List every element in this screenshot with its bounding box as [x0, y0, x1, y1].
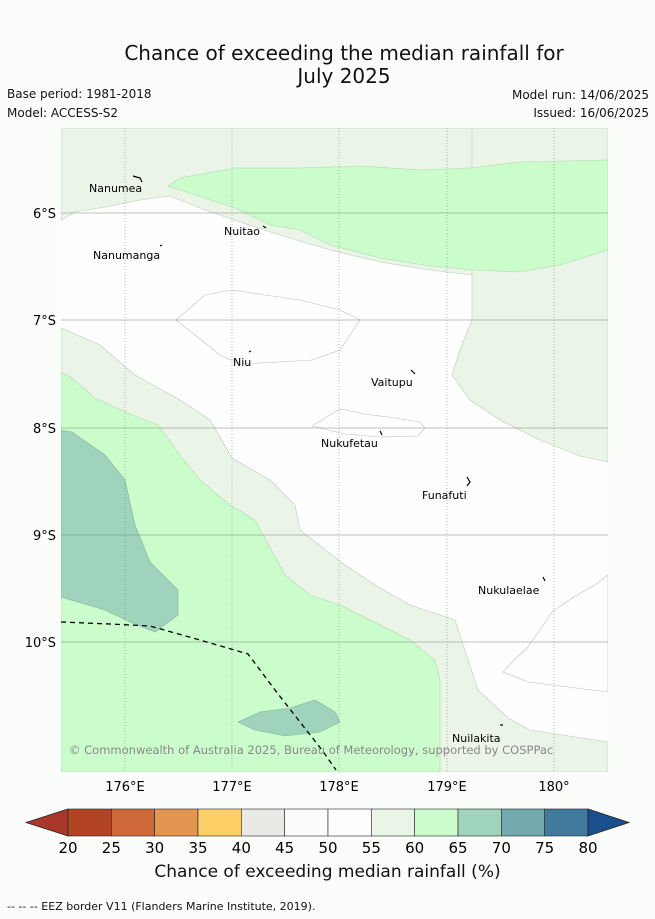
island-funafuti: [466, 476, 471, 487]
colorbar-segment: [371, 808, 415, 837]
base-period: Base period: 1981-2018: [7, 87, 152, 101]
colorbar-tick-label: 20: [58, 839, 77, 857]
lat-label-6s: 6°S: [33, 207, 56, 222]
colorbar-tick-label: 35: [188, 839, 207, 857]
lat-label-7s: 7°S: [33, 314, 56, 329]
place-vaitupu: Vaitupu: [371, 376, 413, 389]
island-niu: [248, 350, 252, 353]
lat-label-10s: 10°S: [25, 636, 56, 651]
contour-50-55-upper: [175, 289, 361, 365]
place-nuilakita: Nuilakita: [452, 732, 501, 745]
contour-50-55-middle: [311, 408, 426, 438]
copyright-notice: © Commonwealth of Australia 2025, Bureau…: [69, 743, 553, 757]
island-nanumea: [132, 175, 143, 183]
lat-label-9s: 9°S: [33, 529, 56, 544]
colorbar-tick-label: 40: [232, 839, 251, 857]
colorbar-segment: [111, 808, 155, 837]
contour-65-70-west: [61, 429, 179, 633]
place-funafuti: Funafuti: [422, 489, 467, 502]
colorbar-tick-label: 60: [405, 839, 424, 857]
place-niu: Niu: [233, 356, 251, 369]
place-nukulaelae: Nukulaelae: [478, 584, 540, 597]
title-line-2: July 2025: [297, 64, 391, 88]
colorbar-segment: [544, 808, 589, 837]
colorbar-segment: [327, 808, 372, 837]
colorbar-segment: [284, 808, 329, 837]
title-line-1: Chance of exceeding the median rainfall …: [124, 41, 564, 65]
lon-label-179e: 179°E: [427, 780, 467, 795]
graticule: [61, 128, 608, 772]
colorbar-label: Chance of exceeding median rainfall (%): [154, 862, 501, 882]
colorbar-segment: [154, 808, 199, 837]
colorbar-tick-label: 25: [102, 839, 121, 857]
contour-50-55-southeast: [502, 574, 608, 693]
colorbar-tick-label: 30: [145, 839, 164, 857]
map-title: Chance of exceeding the median rainfall …: [0, 42, 655, 88]
colorbar: 20 25 30 35 40 45 50 55 60 65 70 75 80: [24, 808, 631, 857]
contour-60-65-southwest: [61, 371, 441, 772]
place-nuitao: Nuitao: [224, 225, 260, 238]
colorbar-over-arrow: [587, 808, 631, 837]
model-run: Model run: 14/06/2025: [511, 88, 649, 102]
colorbar-tick-label: 75: [535, 839, 554, 857]
island-nuitao: [262, 225, 267, 229]
place-nanumea: Nanumea: [89, 182, 142, 195]
colorbar-tick-label: 70: [492, 839, 511, 857]
island-vaitupu: [410, 369, 416, 375]
lon-label-176e: 176°E: [105, 780, 145, 795]
colorbar-segment: [457, 808, 502, 837]
colorbar-tick-label: 50: [318, 839, 337, 857]
model-name: Model: ACCESS-S2: [7, 106, 119, 120]
eez-border: [61, 621, 337, 771]
place-nanumanga: Nanumanga: [93, 249, 160, 262]
island-nukufetau: [379, 430, 383, 436]
lon-label-178e: 178°E: [319, 780, 359, 795]
colorbar-tick-label: 45: [275, 839, 294, 857]
island-nukulaelae: [542, 576, 546, 582]
colorbar-segment: [67, 808, 112, 837]
colorbar-segment: [414, 808, 459, 837]
lat-label-8s: 8°S: [33, 422, 56, 437]
colorbar-tick-label: 55: [362, 839, 381, 857]
colorbar-tick-label: 65: [448, 839, 467, 857]
place-nukufetau: Nukufetau: [321, 437, 378, 450]
lon-label-177e: 177°E: [212, 780, 252, 795]
lon-label-180: 180°: [538, 780, 569, 795]
contour-65-70-south: [237, 699, 341, 737]
eez-legend: -- -- -- EEZ border V11 (Flanders Marine…: [7, 900, 316, 913]
island-nanumanga: [159, 244, 163, 247]
colorbar-segment: [197, 808, 242, 837]
colorbar-tick-label: 80: [578, 839, 597, 857]
islands: [132, 175, 546, 726]
issued-date: Issued: 16/06/2025: [533, 106, 649, 120]
colorbar-segment: [241, 808, 285, 837]
contour-60-65-north: [167, 159, 608, 273]
colorbar-under-arrow: [24, 808, 69, 837]
colorbar-segment: [501, 808, 545, 837]
